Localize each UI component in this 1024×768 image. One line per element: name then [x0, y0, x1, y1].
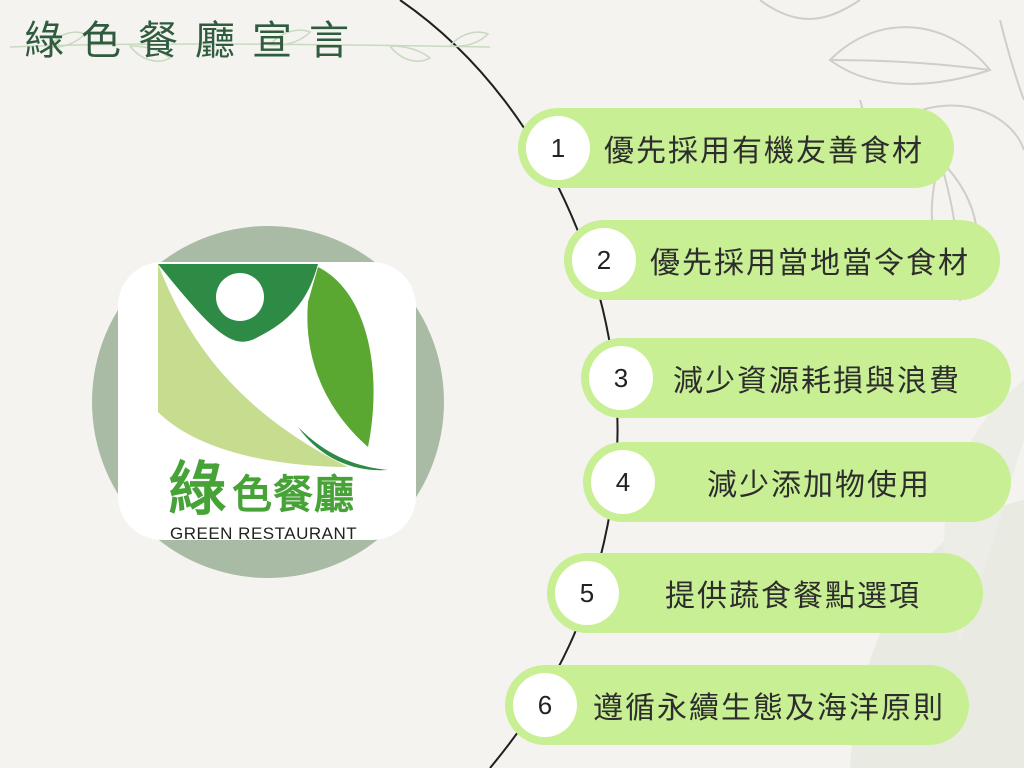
declaration-item-6: 6 遵循永續生態及海洋原則 [505, 665, 969, 745]
declaration-text-4: 減少添加物使用 [707, 468, 931, 503]
page-title: 綠色餐廳宣言 [24, 18, 366, 64]
declaration-item-1: 1 優先採用有機友善食材 [518, 108, 954, 188]
declaration-text-5: 提供蔬食餐點選項 [665, 579, 921, 614]
declaration-number-2: 2 [572, 228, 636, 292]
declaration-text-2: 優先採用當地當令食材 [650, 246, 970, 281]
declaration-number-4: 4 [591, 450, 655, 514]
logo-chinese-name: 綠 色餐廳 [168, 458, 355, 520]
declaration-number-1: 1 [526, 116, 590, 180]
declaration-item-5: 5 提供蔬食餐點選項 [547, 553, 983, 633]
declaration-number-5: 5 [555, 561, 619, 625]
logo-chinese-rest: 色餐廳 [232, 472, 356, 518]
declaration-text-3: 減少資源耗損與浪費 [673, 364, 961, 399]
green-restaurant-logo-icon [158, 264, 388, 471]
leaf-decoration-icon [10, 29, 490, 62]
declaration-text-6: 遵循永續生態及海洋原則 [593, 691, 945, 726]
logo-english-name: GREEN RESTAURANT [170, 524, 358, 543]
declaration-number-6: 6 [513, 673, 577, 737]
declaration-text-1: 優先採用有機友善食材 [604, 134, 924, 169]
declaration-item-3: 3 減少資源耗損與浪費 [581, 338, 1011, 418]
declaration-number-3: 3 [589, 346, 653, 410]
logo-chinese-big-char: 綠 [168, 455, 227, 523]
declaration-item-4: 4 減少添加物使用 [583, 442, 1011, 522]
declaration-item-2: 2 優先採用當地當令食材 [564, 220, 1000, 300]
